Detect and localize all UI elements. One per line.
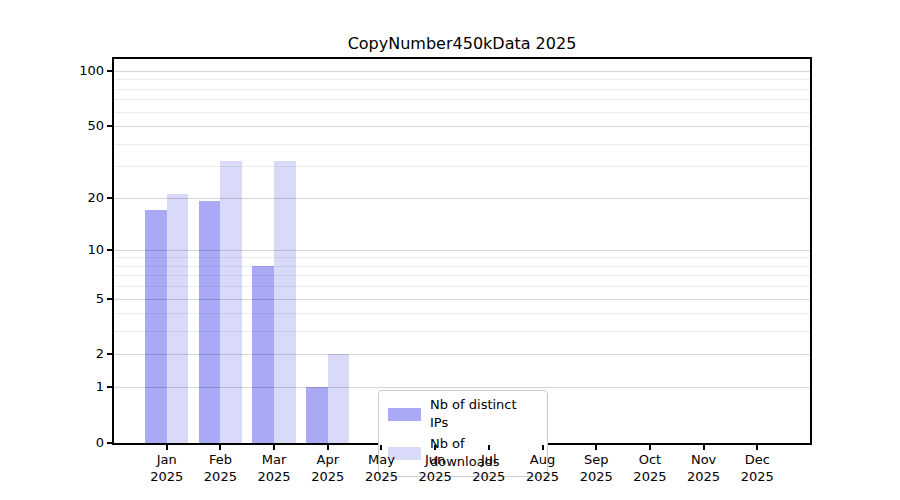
minor-gridline-40: [114, 144, 810, 145]
y-tick-5: [107, 298, 112, 300]
minor-gridline-8: [114, 266, 810, 267]
y-tick-label-1: 1: [58, 380, 104, 394]
y-tick-label-5: 5: [58, 292, 104, 306]
y-tick-1: [107, 386, 112, 388]
major-gridline-2: [114, 354, 810, 355]
x-tick-sep: [595, 445, 597, 450]
plot-area: Nb of distinct IPs Nb of downloads: [112, 57, 812, 445]
y-tick-label-20: 20: [58, 191, 104, 205]
x-tick-label-feb: Feb2025: [189, 451, 251, 485]
x-tick-label-nov: Nov2025: [673, 451, 735, 485]
legend-label-distinct-ips: Nb of distinct IPs: [430, 396, 537, 432]
x-tick-oct: [649, 445, 651, 450]
y-tick-label-100: 100: [58, 64, 104, 78]
minor-gridline-70: [114, 99, 810, 100]
minor-gridline-7: [114, 275, 810, 276]
y-tick-label-10: 10: [58, 243, 104, 257]
y-tick-50: [107, 125, 112, 127]
x-tick-label-jan: Jan2025: [136, 451, 198, 485]
x-tick-jan: [166, 445, 168, 450]
y-tick-10: [107, 249, 112, 251]
y-tick-label-2: 2: [58, 347, 104, 361]
x-tick-may: [380, 445, 382, 450]
x-tick-mar: [273, 445, 275, 450]
legend-swatch-distinct-ips: [388, 408, 421, 421]
major-gridline-100: [114, 71, 810, 72]
legend-item-distinct-ips: Nb of distinct IPs: [388, 396, 537, 432]
x-tick-label-mar: Mar2025: [243, 451, 305, 485]
x-tick-label-may: May2025: [350, 451, 412, 485]
figure: CopyNumber450kData 2025 Nb of distinct I…: [0, 0, 900, 500]
major-gridline-10: [114, 250, 810, 251]
major-gridline-50: [114, 126, 810, 127]
grid-layer: [114, 59, 810, 443]
x-tick-jul: [488, 445, 490, 450]
y-tick-0: [107, 442, 112, 444]
y-tick-100: [107, 70, 112, 72]
x-tick-nov: [703, 445, 705, 450]
y-tick-label-50: 50: [58, 119, 104, 133]
minor-gridline-30: [114, 166, 810, 167]
x-tick-feb: [219, 445, 221, 450]
minor-gridline-3: [114, 331, 810, 332]
minor-gridline-6: [114, 286, 810, 287]
x-tick-label-jun: Jun2025: [404, 451, 466, 485]
x-tick-apr: [327, 445, 329, 450]
minor-gridline-60: [114, 112, 810, 113]
y-tick-label-0: 0: [58, 436, 104, 450]
y-tick-20: [107, 197, 112, 199]
x-tick-jun: [434, 445, 436, 450]
x-tick-label-aug: Aug2025: [512, 451, 574, 485]
x-tick-dec: [756, 445, 758, 450]
minor-gridline-90: [114, 79, 810, 80]
major-gridline-20: [114, 198, 810, 199]
x-tick-label-oct: Oct2025: [619, 451, 681, 485]
x-tick-label-jul: Jul2025: [458, 451, 520, 485]
x-tick-label-dec: Dec2025: [726, 451, 788, 485]
x-tick-label-sep: Sep2025: [565, 451, 627, 485]
y-tick-2: [107, 353, 112, 355]
major-gridline-1: [114, 387, 810, 388]
x-tick-aug: [542, 445, 544, 450]
chart-title: CopyNumber450kData 2025: [112, 35, 812, 53]
minor-gridline-80: [114, 89, 810, 90]
major-gridline-5: [114, 299, 810, 300]
x-tick-label-apr: Apr2025: [297, 451, 359, 485]
minor-gridline-9: [114, 257, 810, 258]
minor-gridline-4: [114, 313, 810, 314]
